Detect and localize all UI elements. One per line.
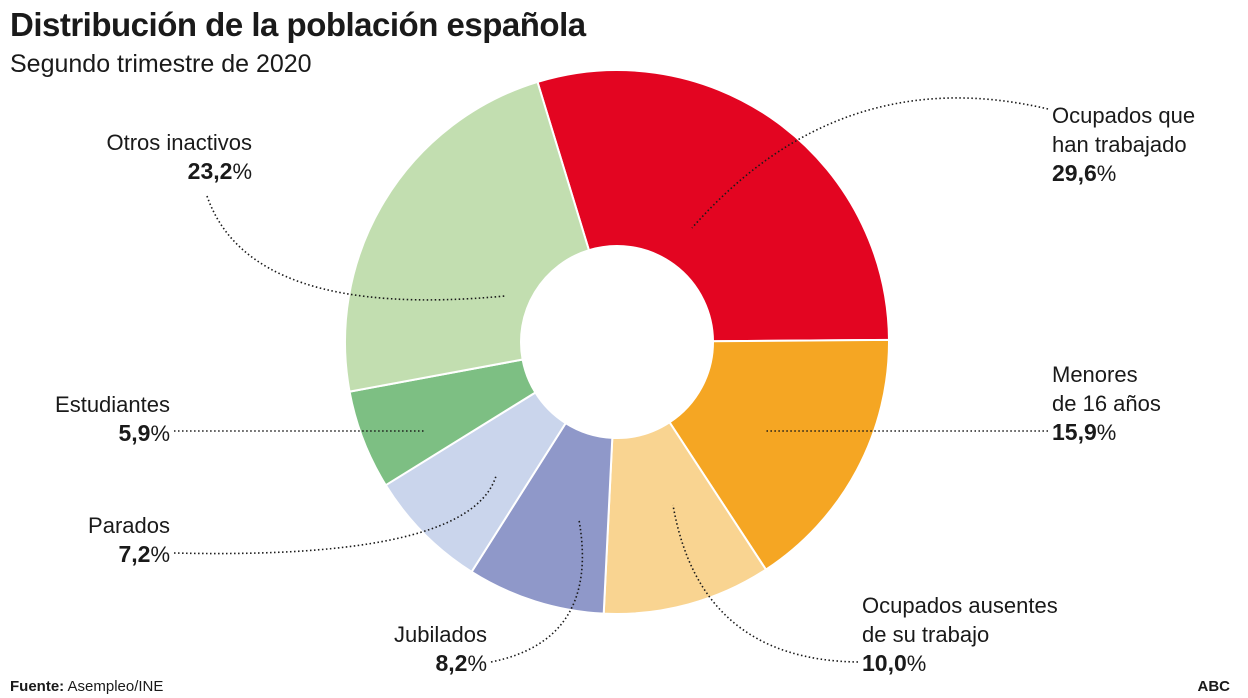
slice-value: 10,0% — [862, 649, 1058, 678]
slice-1 — [668, 338, 890, 571]
chart-subtitle: Segundo trimestre de 2020 — [10, 50, 312, 78]
percent-sign: % — [150, 421, 170, 446]
source-value: Asempleo/INE — [67, 678, 164, 695]
slice-value: 23,2% — [107, 157, 252, 186]
slice-label-1: Menores de 16 años 15,9% — [1052, 360, 1161, 447]
slice-label-line: Ocupados que — [1052, 103, 1196, 128]
slice-label-line: Ocupados ausentes — [862, 593, 1058, 618]
slices — [344, 69, 891, 615]
brand-logo: ABC — [1197, 678, 1231, 695]
source-label: Fuente: — [10, 678, 65, 695]
slice-label-6: Otros inactivos 23,2% — [107, 128, 253, 186]
slice-label-line: han trabajado — [1052, 132, 1187, 157]
slice-label-line: Estudiantes — [55, 392, 170, 417]
slice-value-number: 23,2 — [187, 158, 233, 184]
slice-value-number: 10,0 — [862, 650, 907, 676]
percent-sign: % — [1096, 420, 1117, 445]
slice-value: 15,9% — [1052, 418, 1161, 447]
slice-value: 7,2% — [88, 540, 170, 569]
slice-0 — [536, 69, 891, 343]
slice-label-0: Ocupados que han trabajado 29,6% — [1052, 101, 1195, 188]
slice-label-line: Parados — [88, 513, 170, 538]
slice-label-line: Jubilados — [394, 622, 487, 647]
slice-value-number: 15,9 — [1052, 419, 1097, 445]
leader-line-2 — [672, 504, 859, 663]
slice-2 — [602, 420, 768, 615]
percent-sign: % — [150, 542, 170, 567]
slice-value-number: 29,6 — [1052, 160, 1097, 186]
slice-label-line: de su trabajo — [862, 622, 990, 647]
slice-value-number: 5,9 — [118, 420, 151, 446]
chart-title: Distribución de la población española — [10, 6, 586, 43]
percent-sign: % — [467, 651, 487, 676]
source-note: Fuente: Asempleo/INE — [10, 678, 163, 695]
slice-label-2: Ocupados ausentes de su trabajo 10,0% — [862, 591, 1058, 678]
slice-value: 29,6% — [1052, 159, 1195, 188]
slice-value-number: 7,2 — [118, 541, 151, 567]
leader-lines — [173, 97, 1049, 663]
percent-sign: % — [232, 159, 252, 184]
slice-label-line: Menores — [1052, 362, 1138, 387]
slice-value: 5,9% — [55, 419, 170, 448]
slice-value: 8,2% — [394, 649, 487, 678]
slice-label-4: Parados 7,2% — [88, 511, 170, 569]
slice-label-line: Otros inactivos — [106, 130, 253, 155]
leader-line-3 — [490, 519, 584, 663]
slice-value-number: 8,2 — [435, 650, 468, 676]
slice-6 — [344, 80, 591, 393]
percent-sign: % — [906, 651, 927, 676]
slice-label-line: de 16 años — [1052, 391, 1161, 416]
slice-label-5: Estudiantes 5,9% — [55, 390, 170, 448]
slice-label-3: Jubilados 8,2% — [394, 620, 487, 678]
percent-sign: % — [1096, 161, 1117, 186]
